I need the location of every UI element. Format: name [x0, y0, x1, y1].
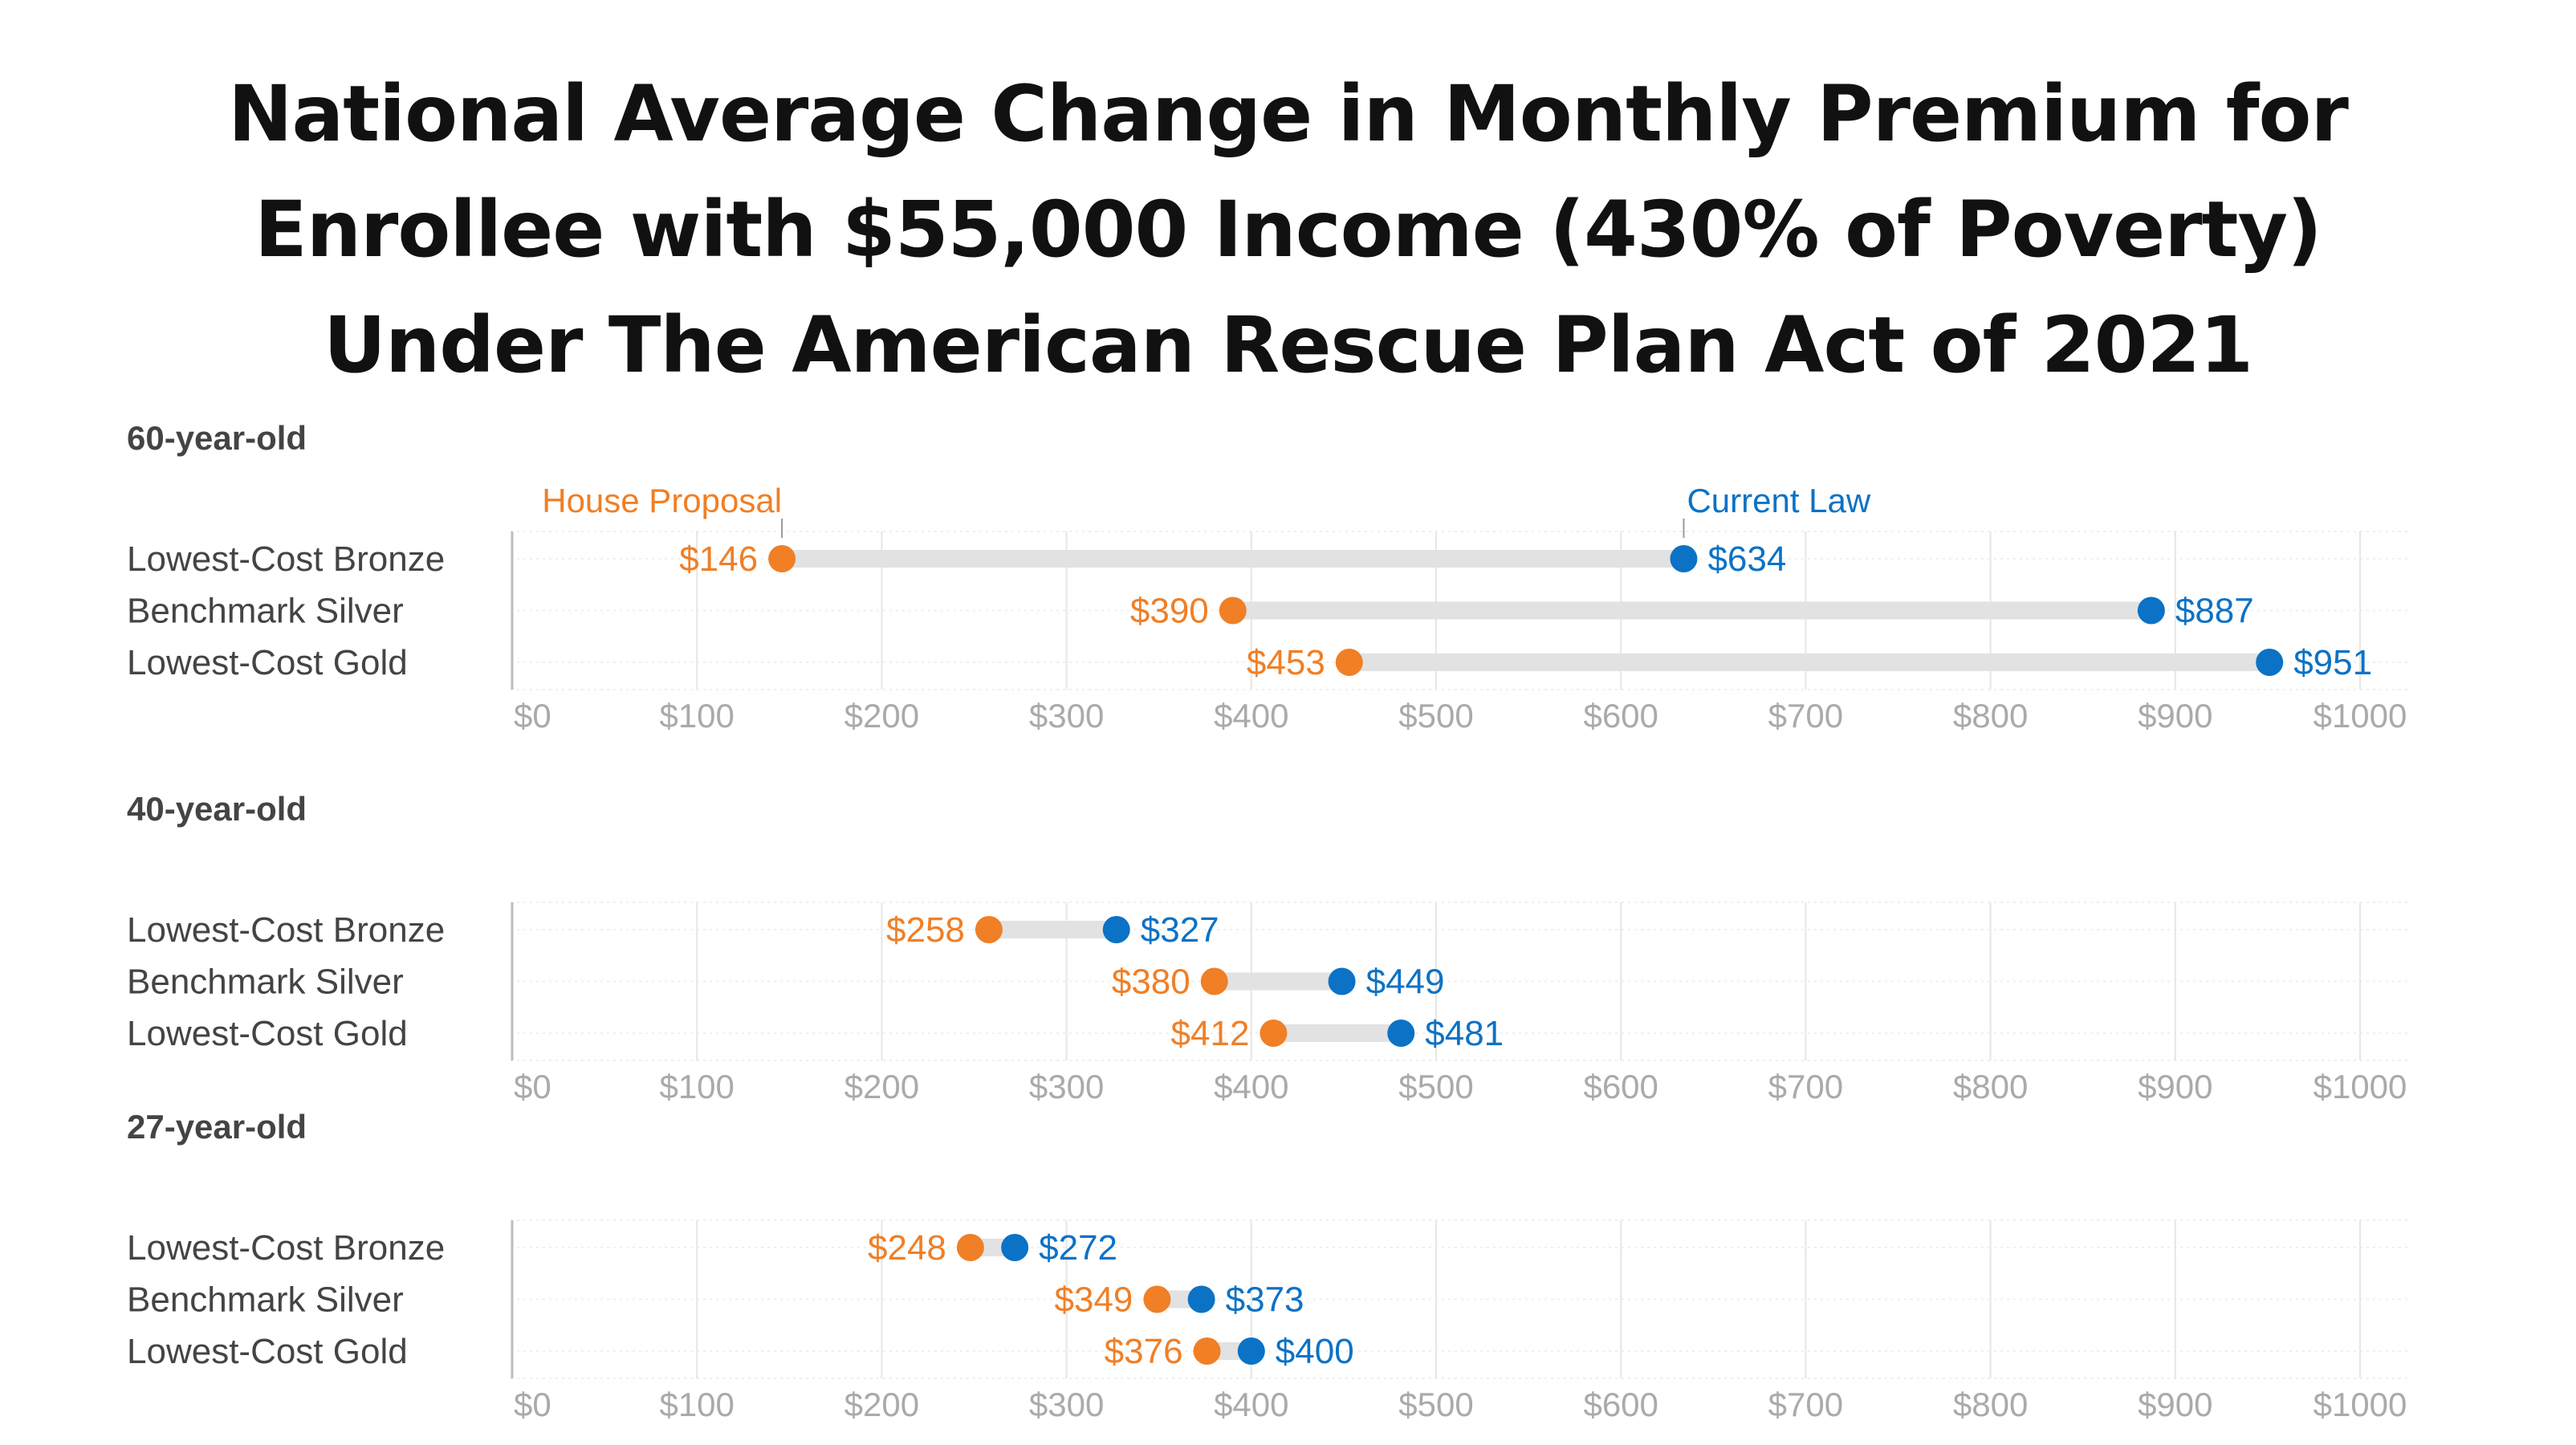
- current-law-dot: [1102, 916, 1130, 943]
- house-proposal-dot: [768, 545, 796, 572]
- current-law-value-label: $951: [2293, 643, 2372, 682]
- chart-title-line-2: Enrollee with $55,000 Income (430% of Po…: [254, 185, 2322, 275]
- house-proposal-dot: [956, 1234, 984, 1261]
- current-law-dot: [1670, 545, 1698, 572]
- current-law-dot: [2137, 596, 2165, 625]
- house-proposal-value-label: $258: [886, 910, 965, 950]
- x-tick-label: $400: [1214, 697, 1288, 735]
- category-label: Lowest-Cost Bronze: [127, 539, 445, 579]
- house-proposal-value-label: $453: [1247, 643, 1325, 682]
- chart-title-line-3: Under The American Rescue Plan Act of 20…: [324, 300, 2253, 390]
- chart-title-line-1: National Average Change in Monthly Premi…: [228, 69, 2349, 159]
- chart-title: National Average Change in Monthly Premi…: [0, 56, 2576, 403]
- house-proposal-dot: [1219, 596, 1247, 625]
- x-tick-label: $200: [844, 1068, 919, 1105]
- house-proposal-dot: [1193, 1337, 1221, 1365]
- x-tick-label: $200: [844, 697, 919, 735]
- x-tick-label: $900: [2138, 1386, 2212, 1423]
- current-law-value-label: $272: [1039, 1228, 1117, 1268]
- x-tick-label: $900: [2138, 1068, 2212, 1105]
- house-proposal-value-label: $349: [1055, 1280, 1133, 1320]
- x-tick-label: $1000: [2314, 697, 2407, 735]
- x-tick-label: $300: [1029, 1386, 1104, 1423]
- category-label: Benchmark Silver: [127, 963, 404, 1002]
- category-label: Lowest-Cost Gold: [127, 1332, 408, 1371]
- house-proposal-dot: [1335, 649, 1363, 676]
- current-law-value-label: $400: [1276, 1332, 1354, 1371]
- panel-label: 60-year-old: [127, 419, 307, 457]
- x-tick-label: $500: [1398, 1068, 1473, 1105]
- x-tick-label: $0: [514, 697, 551, 735]
- x-tick-label: $800: [1953, 697, 2028, 735]
- house-proposal-dot: [1200, 967, 1228, 995]
- house-proposal-dot: [1143, 1285, 1171, 1313]
- current-law-dot: [2256, 649, 2284, 676]
- current-law-value-label: $327: [1141, 910, 1219, 950]
- category-label: Lowest-Cost Bronze: [127, 1228, 445, 1268]
- current-law-dot: [1328, 967, 1356, 995]
- x-tick-label: $900: [2138, 697, 2212, 735]
- category-label: Benchmark Silver: [127, 1280, 404, 1320]
- x-tick-label: $600: [1583, 697, 1658, 735]
- x-tick-label: $800: [1953, 1386, 2028, 1423]
- panel-label: 27-year-old: [127, 1108, 307, 1146]
- current-law-value-label: $481: [1425, 1014, 1504, 1053]
- x-tick-label: $100: [659, 697, 734, 735]
- house-proposal-value-label: $376: [1105, 1332, 1183, 1371]
- current-law-value-label: $634: [1707, 539, 1786, 579]
- category-label: Lowest-Cost Bronze: [127, 910, 445, 950]
- house-proposal-value-label: $380: [1112, 963, 1190, 1002]
- x-tick-label: $700: [1768, 1386, 1843, 1423]
- house-proposal-dot: [1260, 1020, 1288, 1047]
- x-tick-label: $300: [1029, 697, 1104, 735]
- x-tick-label: $300: [1029, 1068, 1104, 1105]
- x-tick-label: $1000: [2314, 1068, 2407, 1105]
- x-tick-label: $400: [1214, 1386, 1288, 1423]
- x-tick-label: $100: [659, 1068, 734, 1105]
- x-tick-label: $100: [659, 1386, 734, 1423]
- current-law-value-label: $449: [1366, 963, 1445, 1002]
- category-label: Benchmark Silver: [127, 592, 404, 631]
- x-tick-label: $700: [1768, 1068, 1843, 1105]
- house-proposal-value-label: $248: [868, 1228, 946, 1268]
- x-tick-label: $600: [1583, 1386, 1658, 1423]
- x-tick-label: $800: [1953, 1068, 2028, 1105]
- house-proposal-dot: [975, 916, 1003, 943]
- current-law-value-label: $373: [1226, 1280, 1304, 1320]
- panel-label: 40-year-old: [127, 790, 307, 828]
- x-tick-label: $600: [1583, 1068, 1658, 1105]
- house-proposal-value-label: $146: [679, 539, 758, 579]
- x-tick-label: $700: [1768, 697, 1843, 735]
- x-tick-label: $400: [1214, 1068, 1288, 1105]
- house-proposal-series-label: House Proposal: [542, 482, 782, 519]
- house-proposal-value-label: $390: [1130, 592, 1209, 631]
- x-tick-label: $500: [1398, 697, 1473, 735]
- x-tick-label: $200: [844, 1386, 919, 1423]
- current-law-dot: [1001, 1234, 1029, 1261]
- category-label: Lowest-Cost Gold: [127, 643, 408, 682]
- x-tick-label: $0: [514, 1068, 551, 1105]
- category-label: Lowest-Cost Gold: [127, 1014, 408, 1053]
- x-tick-label: $0: [514, 1386, 551, 1423]
- current-law-series-label: Current Law: [1687, 482, 1870, 519]
- x-tick-label: $500: [1398, 1386, 1473, 1423]
- x-tick-label: $1000: [2314, 1386, 2407, 1423]
- current-law-dot: [1187, 1285, 1215, 1313]
- current-law-dot: [1387, 1020, 1415, 1047]
- current-law-value-label: $887: [2175, 592, 2254, 631]
- current-law-dot: [1237, 1337, 1265, 1365]
- house-proposal-value-label: $412: [1171, 1014, 1250, 1053]
